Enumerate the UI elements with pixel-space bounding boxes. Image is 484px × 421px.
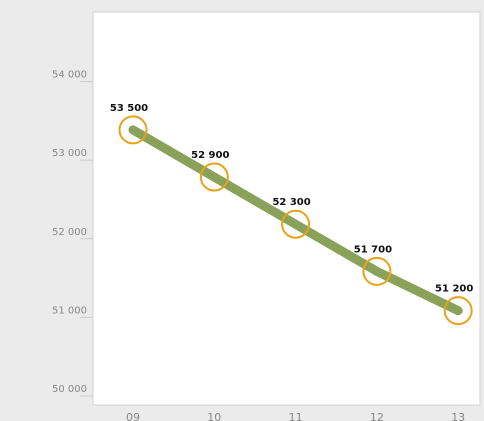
x-tick-label: 13: [451, 411, 465, 421]
data-label: 52 900: [191, 150, 229, 161]
line: [128, 125, 463, 316]
y-tick-label: 51 000: [52, 305, 87, 316]
data-label: 51 700: [354, 244, 392, 255]
y-tick-label: 52 000: [52, 227, 87, 238]
marker: [362, 256, 392, 286]
x-tick-label: 11: [289, 411, 303, 421]
y-tick-label: 50 000: [52, 384, 87, 395]
marker: [199, 162, 229, 192]
x-tick-label: 09: [126, 411, 140, 421]
data-label: 53 500: [110, 103, 148, 114]
marker: [281, 209, 311, 239]
plot-area: [92, 11, 481, 406]
data-label: 52 300: [272, 197, 310, 208]
marker: [443, 296, 473, 326]
y-tick-label: 54 000: [52, 70, 87, 81]
data-label: 51 200: [435, 284, 473, 295]
marker: [118, 115, 148, 145]
x-tick-label: 10: [207, 411, 221, 421]
x-tick-label: 12: [370, 411, 384, 421]
y-tick-label: 53 000: [52, 148, 87, 159]
